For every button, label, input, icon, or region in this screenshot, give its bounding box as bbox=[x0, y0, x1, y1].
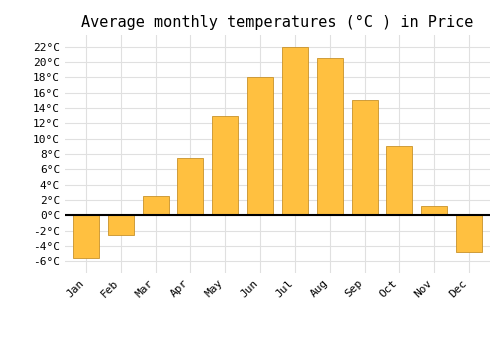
Bar bbox=[456, 215, 482, 252]
Bar bbox=[386, 146, 412, 215]
Bar bbox=[282, 47, 308, 215]
Bar bbox=[142, 196, 169, 215]
Bar bbox=[108, 215, 134, 235]
Bar bbox=[73, 215, 99, 258]
Bar bbox=[247, 77, 273, 215]
Bar bbox=[178, 158, 204, 215]
Bar bbox=[421, 206, 448, 215]
Bar bbox=[212, 116, 238, 215]
Bar bbox=[316, 58, 343, 215]
Bar bbox=[352, 100, 378, 215]
Title: Average monthly temperatures (°C ) in Price: Average monthly temperatures (°C ) in Pr… bbox=[82, 15, 473, 30]
